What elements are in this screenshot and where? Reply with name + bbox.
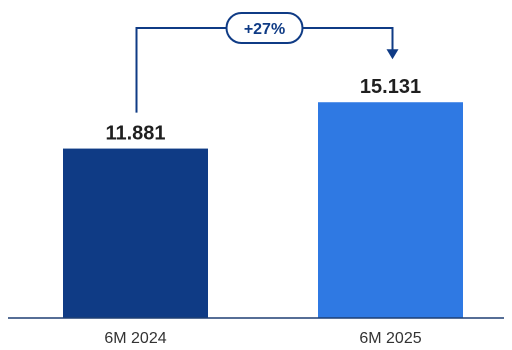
growth-label: +27%: [244, 21, 285, 38]
category-label-1: 6M 2024: [104, 330, 166, 347]
category-label-2: 6M 2025: [359, 330, 421, 347]
value-label-2: 15.131: [360, 76, 421, 98]
growth-arrow-head: [386, 49, 399, 60]
labels-layer: 11.881 6M 2024 15.131 6M 2025: [104, 76, 421, 347]
bar-2: [318, 102, 463, 319]
bar-1: [63, 148, 208, 318]
growth-badge: [225, 12, 304, 44]
value-label-1: 11.881: [105, 123, 165, 145]
annotation-layer: +27%: [135, 12, 399, 113]
bars-layer: [63, 102, 463, 319]
